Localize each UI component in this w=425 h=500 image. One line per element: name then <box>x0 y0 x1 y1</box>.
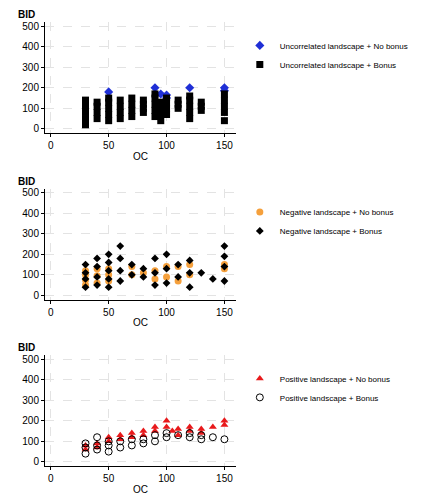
svg-text:Uncorrelated landscape + Bonus: Uncorrelated landscape + Bonus <box>280 61 396 70</box>
svg-text:BID: BID <box>18 342 35 353</box>
svg-text:Positive landscape + No bonus: Positive landscape + No bonus <box>280 375 390 384</box>
svg-text:500: 500 <box>22 21 39 32</box>
svg-text:500: 500 <box>22 354 39 365</box>
svg-text:300: 300 <box>22 395 39 406</box>
svg-text:50: 50 <box>103 473 115 484</box>
svg-text:150: 150 <box>216 140 233 151</box>
svg-text:100: 100 <box>22 103 39 114</box>
svg-text:100: 100 <box>158 307 175 318</box>
svg-text:Negative landscape + Bonus: Negative landscape + Bonus <box>280 227 382 236</box>
svg-text:400: 400 <box>22 208 39 219</box>
svg-text:BID: BID <box>18 9 35 20</box>
svg-text:400: 400 <box>22 374 39 385</box>
svg-text:0: 0 <box>33 123 39 134</box>
svg-text:100: 100 <box>158 473 175 484</box>
svg-text:400: 400 <box>22 41 39 52</box>
svg-text:Negative landscape + No bonus: Negative landscape + No bonus <box>280 208 394 217</box>
svg-text:50: 50 <box>103 307 115 318</box>
svg-text:OC: OC <box>133 484 148 495</box>
svg-text:0: 0 <box>48 307 54 318</box>
svg-text:300: 300 <box>22 62 39 73</box>
svg-text:200: 200 <box>22 82 39 93</box>
svg-text:500: 500 <box>22 187 39 198</box>
svg-text:100: 100 <box>158 140 175 151</box>
svg-text:300: 300 <box>22 228 39 239</box>
svg-text:200: 200 <box>22 249 39 260</box>
svg-text:0: 0 <box>48 473 54 484</box>
svg-text:150: 150 <box>216 473 233 484</box>
svg-text:OC: OC <box>133 317 148 328</box>
svg-text:0: 0 <box>48 140 54 151</box>
svg-text:Uncorrelated landscape + No bo: Uncorrelated landscape + No bonus <box>280 42 408 51</box>
svg-text:Positive landscape + Bonus: Positive landscape + Bonus <box>280 394 379 403</box>
svg-text:100: 100 <box>22 269 39 280</box>
svg-text:0: 0 <box>33 290 39 301</box>
svg-text:200: 200 <box>22 415 39 426</box>
svg-text:150: 150 <box>216 307 233 318</box>
svg-text:50: 50 <box>103 140 115 151</box>
svg-text:BID: BID <box>18 176 35 187</box>
svg-text:100: 100 <box>22 436 39 447</box>
svg-text:OC: OC <box>133 151 148 162</box>
svg-text:0: 0 <box>33 456 39 467</box>
